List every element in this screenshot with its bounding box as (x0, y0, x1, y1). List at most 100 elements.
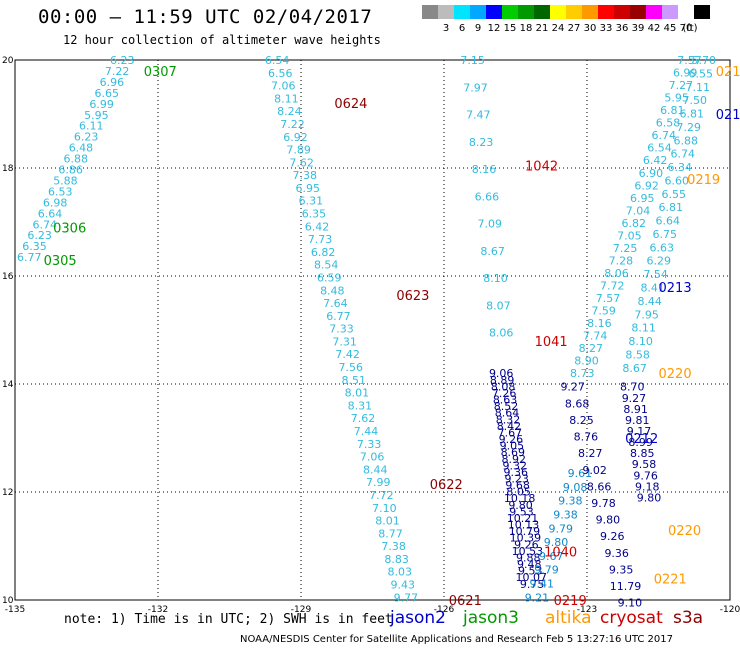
wave-height-value: 7.67 (498, 426, 523, 439)
wave-height-value: 8.44 (363, 463, 388, 476)
wave-height-value: 9.08 (563, 481, 588, 494)
wave-height-value: 8.10 (628, 335, 653, 348)
color-scale-label: 12 (487, 23, 501, 34)
wave-height-value: 8.07 (486, 299, 511, 312)
wave-height-value: 8.76 (574, 431, 599, 444)
wave-height-value: 8.23 (469, 136, 494, 149)
wave-height-value: 8.63 (493, 394, 518, 407)
wave-height-value: 8.08 (491, 380, 516, 393)
wave-height-value: 7.57 (677, 54, 702, 67)
color-swatch (454, 5, 470, 19)
wave-height-value: 6.60 (664, 174, 689, 187)
track-label: 0219 (687, 173, 720, 188)
wave-height-value: 8.99 (628, 436, 653, 449)
wave-height-value: 7.62 (351, 412, 376, 425)
color-scale-label: 33 (599, 23, 613, 34)
wave-height-value: 8.16 (587, 317, 612, 330)
wave-height-value: 7.38 (381, 540, 406, 553)
wave-height-value: 6.82 (311, 246, 336, 259)
track-label: 1042 (525, 159, 558, 174)
wave-height-value: 6.31 (299, 195, 324, 208)
color-scale-label: 9 (474, 23, 482, 34)
wave-height-value: 9.77 (394, 591, 419, 604)
wave-height-value: 9.38 (558, 495, 583, 508)
wave-height-value: 7.57 (596, 292, 621, 305)
wave-height-value: 8.24 (277, 105, 302, 118)
wave-height-value: 9.80 (596, 514, 621, 527)
page-title: 00:00 – 11:59 UTC 02/04/2017 (38, 6, 373, 28)
wave-height-value: 9.88 (516, 551, 541, 564)
color-swatch (582, 5, 598, 19)
wave-height-value: 10.18 (504, 492, 536, 505)
wave-height-value: 6.66 (475, 190, 500, 203)
wave-height-value: 8.06 (604, 267, 629, 280)
track-label: 0622 (430, 478, 463, 493)
wave-height-value: 6.92 (634, 179, 659, 192)
wave-height-value: 6.92 (283, 131, 308, 144)
wave-height-value: 7.44 (354, 425, 379, 438)
latitude-tick-label: 14 (2, 380, 14, 390)
wave-height-value: 7.31 (332, 335, 357, 348)
track-label: 0624 (334, 97, 367, 112)
latitude-tick-label: 20 (2, 56, 14, 66)
wave-height-value: 7.89 (286, 144, 311, 157)
wave-height-value: 9.23 (504, 473, 529, 486)
track-label: 0306 (53, 221, 86, 236)
wave-height-value: 6.35 (302, 208, 327, 221)
wave-height-value: 9.79 (549, 522, 574, 535)
wave-height-value: 6.81 (660, 104, 685, 117)
wave-height-value: 7.95 (634, 308, 659, 321)
wave-height-value: 6.54 (265, 54, 290, 67)
wave-height-value: 8.92 (502, 453, 527, 466)
track-label: 0220 (659, 367, 692, 382)
wave-height-value: 9.18 (635, 480, 660, 493)
track-label: 021 (716, 65, 740, 80)
color-scale-label: 21 (535, 23, 549, 34)
wave-height-value: 6.34 (667, 161, 692, 174)
track-label: 021- (716, 108, 740, 123)
color-scale-label: 39 (631, 23, 645, 34)
wave-height-value: 8.16 (472, 163, 497, 176)
wave-height-value: 8.41 (640, 282, 665, 295)
wave-height-value: 9.41 (529, 578, 554, 591)
wave-height-value: 7.62 (289, 156, 314, 169)
track-label: 0623 (396, 289, 429, 304)
color-swatch (518, 5, 534, 19)
latitude-tick-label: 12 (2, 488, 13, 498)
wave-height-value: 7.06 (360, 451, 385, 464)
wave-height-value: 8.01 (345, 387, 370, 400)
map-frame (14, 59, 731, 601)
note-text: note: 1) Time is in UTC; 2) SWH is in fe… (64, 612, 393, 627)
wave-height-value: 8.32 (496, 413, 521, 426)
color-scale-label: 70 (679, 23, 693, 34)
track-label: 0221 (654, 572, 687, 587)
satellite-legend-item: s3a (673, 608, 704, 628)
wave-height-value: 9.53 (518, 565, 543, 578)
wave-height-value: 7.05 (617, 229, 642, 242)
wave-height-value: 7.04 (626, 204, 651, 217)
color-scale-label: 36 (615, 23, 629, 34)
wave-height-value: 9.75 (520, 578, 545, 591)
wave-height-value: 6.75 (652, 228, 677, 241)
wave-height-value: 8.54 (314, 259, 339, 272)
wave-height-value: 7.09 (478, 218, 503, 231)
wave-height-value: 11.79 (610, 580, 642, 593)
wave-height-value: 6.42 (643, 154, 668, 167)
color-swatch (534, 5, 550, 19)
color-swatch (438, 5, 454, 19)
color-swatch (694, 5, 710, 19)
wave-height-value: 9.36 (604, 547, 629, 560)
wave-height-value: 6.95 (296, 182, 321, 195)
wave-height-value: 9.26 (514, 538, 539, 551)
wave-height-value: 7.06 (271, 80, 296, 93)
wave-height-value: 8.05 (506, 486, 531, 499)
track-label: 1040 (544, 545, 577, 560)
longitude-tick-label: -123 (577, 605, 597, 615)
color-swatch (566, 5, 582, 19)
wave-height-value: 7.73 (308, 233, 333, 246)
color-scale-label: 15 (503, 23, 517, 34)
longitude-tick-label: -132 (148, 605, 168, 615)
wave-height-value: 8.27 (579, 342, 604, 355)
wave-height-value: 7.64 (323, 297, 348, 310)
wave-height-value: 6.55 (661, 188, 686, 201)
